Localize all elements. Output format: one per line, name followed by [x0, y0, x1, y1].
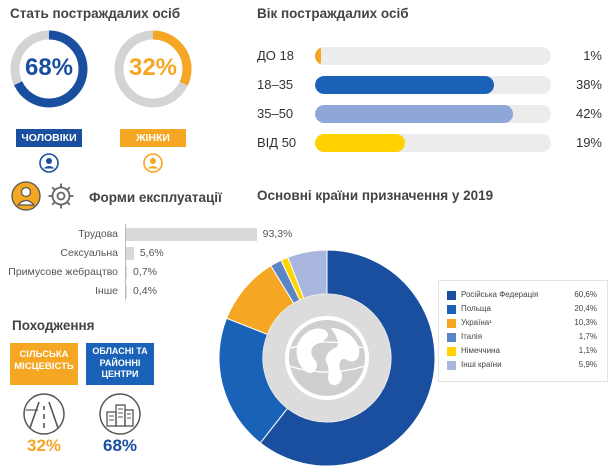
legend-value-poland: 20,4%	[574, 304, 597, 313]
globe-icon	[285, 316, 369, 400]
legend-label-russia: Російська Федерація	[461, 290, 539, 299]
gender-title: Стать постраждалих осіб	[10, 6, 181, 21]
women-donut-arc	[114, 30, 192, 108]
age-pct-under18: 1%	[583, 48, 602, 63]
exploitation-value-sexual: 5,6%	[139, 247, 164, 259]
age-title: Вік постраждалих осіб	[257, 6, 409, 21]
legend-value-ukraine: 10,3%	[574, 318, 597, 327]
legend-item-germany: Німеччина 1,1%	[447, 345, 597, 359]
legend-swatch-russia	[447, 291, 456, 300]
legend-swatch-ukraine	[447, 319, 456, 328]
exploitation-label-begging: Примусове жебрацтво	[8, 266, 118, 278]
age-label-35-50: 35–50	[257, 106, 294, 121]
legend-rows: Російська Федерація 60,6% Польща 20,4% У…	[447, 289, 597, 379]
exploitation-bar-labor	[126, 228, 257, 241]
exploitation-value-begging: 0,7%	[133, 266, 157, 278]
legend-item-ukraine: Україна¹ 10,3%	[447, 317, 597, 331]
gear-icon	[48, 183, 74, 209]
male-person-icon	[39, 153, 59, 173]
destinations-title: Основні країни призначення у 2019	[257, 188, 494, 203]
rural-badge: СІЛЬСЬКА МІСЦЕВІСТЬ	[10, 343, 78, 385]
exploitation-title: Форми експлуатації	[89, 190, 222, 205]
legend-label-ukraine: Україна¹	[461, 318, 492, 327]
age-pct-over50: 19%	[575, 135, 602, 150]
legend-value-other: 5,9%	[578, 360, 597, 369]
exploitation-bar-other	[126, 285, 127, 298]
age-track-over50	[315, 134, 551, 152]
legend-swatch-other	[447, 361, 456, 370]
age-label-over50: ВІД 50	[257, 135, 297, 150]
age-bar-under18	[315, 47, 321, 65]
urban-label: ОБЛАСНІ ТА РАЙОННІ ЦЕНТРИ	[92, 346, 148, 379]
road-icon	[23, 393, 65, 435]
legend-item-russia: Російська Федерація 60,6%	[447, 289, 597, 303]
legend-value-italy: 1,7%	[578, 332, 597, 341]
person-icon	[11, 181, 41, 211]
exploitation-bar-sexual	[126, 247, 134, 260]
origin-title: Походження	[12, 318, 95, 333]
women-donut	[114, 30, 192, 108]
rural-badge-shape	[10, 343, 78, 385]
men-donut-arc	[10, 30, 88, 108]
legend-value-russia: 60,6%	[574, 290, 597, 299]
legend-item-poland: Польща 20,4%	[447, 303, 597, 317]
legend-value-germany: 1,1%	[578, 346, 597, 355]
age-track-18-35	[315, 76, 551, 94]
age-track-35-50	[315, 105, 551, 123]
destinations-donut	[218, 249, 436, 467]
urban-pct: 68%	[102, 436, 138, 455]
exploitation-label-other: Інше	[95, 285, 118, 297]
exploitation-axis	[125, 224, 126, 300]
destinations-legend: Російська Федерація 60,6% Польща 20,4% У…	[438, 280, 608, 382]
age-bar-35-50	[315, 105, 514, 123]
city-icon	[99, 393, 141, 435]
age-track-under18	[315, 47, 551, 65]
female-person-icon	[143, 153, 163, 173]
age-pct-18-35: 38%	[575, 77, 602, 92]
women-label: ЖІНКИ	[120, 129, 186, 147]
legend-label-poland: Польща	[461, 304, 491, 313]
exploitation-value-other: 0,4%	[133, 285, 157, 297]
rural-pct: 32%	[26, 436, 62, 455]
legend-label-other: Інші країни	[461, 360, 502, 369]
urban-badge-shape	[86, 343, 154, 385]
exploitation-bar-begging	[126, 266, 127, 279]
legend-swatch-italy	[447, 333, 456, 342]
exploitation-label-labor: Трудова	[78, 228, 118, 240]
men-pct: 68%	[24, 54, 74, 81]
legend-swatch-germany	[447, 347, 456, 356]
legend-label-germany: Німеччина	[461, 346, 500, 355]
age-bar-over50	[315, 134, 405, 152]
legend-item-other: Інші країни 5,9%	[447, 359, 597, 373]
exploitation-value-labor: 93,3%	[262, 228, 293, 240]
legend-item-italy: Італія 1,7%	[447, 331, 597, 345]
age-label-18-35: 18–35	[257, 77, 294, 92]
legend-swatch-poland	[447, 305, 456, 314]
age-bar-18-35	[315, 76, 495, 94]
men-label: ЧОЛОВІКИ	[16, 129, 82, 147]
men-donut	[10, 30, 88, 108]
rural-label: СІЛЬСЬКА МІСЦЕВІСТЬ	[14, 349, 74, 372]
age-rows: ДО 18 1% 18–35 38% 35–50 42% ВІД 50 19%	[257, 40, 602, 170]
legend-label-italy: Італія	[461, 332, 483, 341]
urban-badge: ОБЛАСНІ ТА РАЙОННІ ЦЕНТРИ	[86, 343, 154, 385]
age-label-under18: ДО 18	[257, 48, 294, 63]
age-pct-35-50: 42%	[575, 106, 602, 121]
women-pct: 32%	[128, 54, 178, 81]
exploitation-label-sexual: Сексуальна	[60, 247, 118, 259]
